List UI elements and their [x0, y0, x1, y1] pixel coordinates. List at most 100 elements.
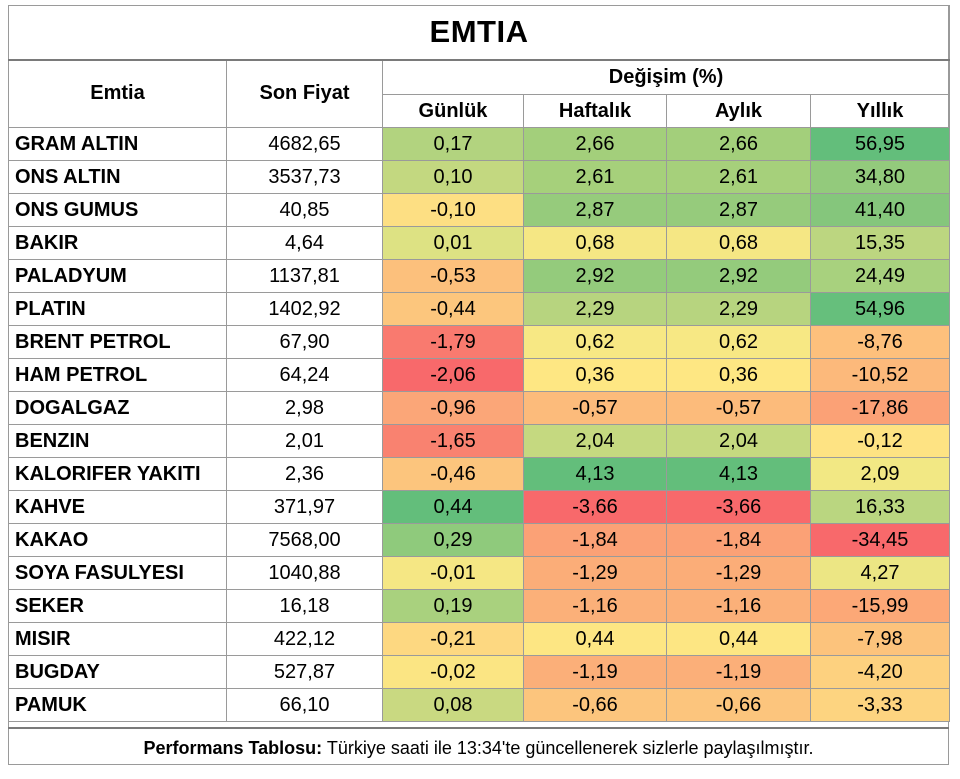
change-yearly: -10,52: [810, 358, 950, 392]
last-price: 7568,00: [226, 523, 383, 557]
change-yearly: 16,33: [810, 490, 950, 524]
header-yearly: Yıllık: [810, 94, 950, 128]
change-daily: -0,46: [382, 457, 524, 491]
change-daily: -0,01: [382, 556, 524, 590]
commodity-name: DOGALGAZ: [8, 391, 227, 425]
commodity-name: KAHVE: [8, 490, 227, 524]
table-row: GRAM ALTIN 4682,65 0,17 2,66 2,66 56,95: [8, 127, 950, 161]
commodity-name: BAKIR: [8, 226, 227, 260]
last-price: 3537,73: [226, 160, 383, 194]
change-monthly: 2,04: [666, 424, 811, 458]
change-yearly: 56,95: [810, 127, 950, 161]
change-weekly: 0,36: [523, 358, 667, 392]
change-weekly: 2,66: [523, 127, 667, 161]
change-daily: -0,21: [382, 622, 524, 656]
change-daily: 0,44: [382, 490, 524, 524]
footer-text: Türkiye saati ile 13:34'te güncellenerek…: [322, 738, 814, 758]
change-weekly: -3,66: [523, 490, 667, 524]
last-price: 64,24: [226, 358, 383, 392]
header-weekly: Haftalık: [523, 94, 667, 128]
change-yearly: -34,45: [810, 523, 950, 557]
change-daily: -0,44: [382, 292, 524, 326]
last-price: 2,36: [226, 457, 383, 491]
change-weekly: -0,57: [523, 391, 667, 425]
change-yearly: 15,35: [810, 226, 950, 260]
table-row: PALADYUM 1137,81 -0,53 2,92 2,92 24,49: [8, 259, 950, 293]
commodity-name: KAKAO: [8, 523, 227, 557]
header-daily: Günlük: [382, 94, 524, 128]
change-yearly: 2,09: [810, 457, 950, 491]
last-price: 1137,81: [226, 259, 383, 293]
change-yearly: 4,27: [810, 556, 950, 590]
change-monthly: -1,19: [666, 655, 811, 689]
change-yearly: 41,40: [810, 193, 950, 227]
change-monthly: 0,62: [666, 325, 811, 359]
header-monthly: Aylık: [666, 94, 811, 128]
commodity-name: HAM PETROL: [8, 358, 227, 392]
change-daily: -0,10: [382, 193, 524, 227]
change-yearly: -4,20: [810, 655, 950, 689]
change-daily: 0,29: [382, 523, 524, 557]
change-weekly: 2,04: [523, 424, 667, 458]
last-price: 527,87: [226, 655, 383, 689]
last-price: 40,85: [226, 193, 383, 227]
table-row: PAMUK 66,10 0,08 -0,66 -0,66 -3,33: [8, 688, 950, 722]
commodity-name: PLATIN: [8, 292, 227, 326]
change-daily: -1,65: [382, 424, 524, 458]
change-monthly: 2,61: [666, 160, 811, 194]
change-yearly: 34,80: [810, 160, 950, 194]
commodity-name: ONS ALTIN: [8, 160, 227, 194]
change-weekly: 4,13: [523, 457, 667, 491]
table-row: BAKIR 4,64 0,01 0,68 0,68 15,35: [8, 226, 950, 260]
change-daily: -1,79: [382, 325, 524, 359]
change-monthly: 2,29: [666, 292, 811, 326]
change-weekly: 0,62: [523, 325, 667, 359]
table-row: SOYA FASULYESI 1040,88 -0,01 -1,29 -1,29 4,27: [8, 556, 950, 590]
change-monthly: 4,13: [666, 457, 811, 491]
change-weekly: -1,19: [523, 655, 667, 689]
change-daily: 0,01: [382, 226, 524, 260]
footer-note: Performans Tablosu: Türkiye saati ile 13…: [8, 727, 949, 767]
commodity-name: BENZIN: [8, 424, 227, 458]
change-monthly: 2,92: [666, 259, 811, 293]
last-price: 2,98: [226, 391, 383, 425]
change-yearly: -15,99: [810, 589, 950, 623]
change-monthly: 0,36: [666, 358, 811, 392]
change-yearly: -0,12: [810, 424, 950, 458]
table-row: KAHVE 371,97 0,44 -3,66 -3,66 16,33: [8, 490, 950, 524]
commodity-name: PALADYUM: [8, 259, 227, 293]
commodity-name: KALORIFER YAKITI: [8, 457, 227, 491]
change-daily: 0,08: [382, 688, 524, 722]
change-monthly: 2,87: [666, 193, 811, 227]
change-weekly: -1,84: [523, 523, 667, 557]
change-yearly: 24,49: [810, 259, 950, 293]
change-weekly: -0,66: [523, 688, 667, 722]
last-price: 66,10: [226, 688, 383, 722]
change-daily: -0,02: [382, 655, 524, 689]
change-yearly: 54,96: [810, 292, 950, 326]
change-daily: 0,19: [382, 589, 524, 623]
table-row: KAKAO 7568,00 0,29 -1,84 -1,84 -34,45: [8, 523, 950, 557]
change-weekly: 2,92: [523, 259, 667, 293]
change-monthly: -1,16: [666, 589, 811, 623]
commodity-name: ONS GUMUS: [8, 193, 227, 227]
last-price: 422,12: [226, 622, 383, 656]
change-monthly: -0,66: [666, 688, 811, 722]
table-row: ONS ALTIN 3537,73 0,10 2,61 2,61 34,80: [8, 160, 950, 194]
commodity-name: BRENT PETROL: [8, 325, 227, 359]
table-row: BUGDAY 527,87 -0,02 -1,19 -1,19 -4,20: [8, 655, 950, 689]
change-weekly: 2,87: [523, 193, 667, 227]
last-price: 2,01: [226, 424, 383, 458]
table-row: HAM PETROL 64,24 -2,06 0,36 0,36 -10,52: [8, 358, 950, 392]
footer-label: Performans Tablosu:: [143, 738, 323, 758]
change-weekly: -1,16: [523, 589, 667, 623]
last-price: 16,18: [226, 589, 383, 623]
table-row: SEKER 16,18 0,19 -1,16 -1,16 -15,99: [8, 589, 950, 623]
change-monthly: 0,68: [666, 226, 811, 260]
last-price: 4,64: [226, 226, 383, 260]
change-monthly: 0,44: [666, 622, 811, 656]
change-yearly: -7,98: [810, 622, 950, 656]
header-price: Son Fiyat: [226, 59, 383, 128]
change-yearly: -17,86: [810, 391, 950, 425]
commodity-name: SEKER: [8, 589, 227, 623]
